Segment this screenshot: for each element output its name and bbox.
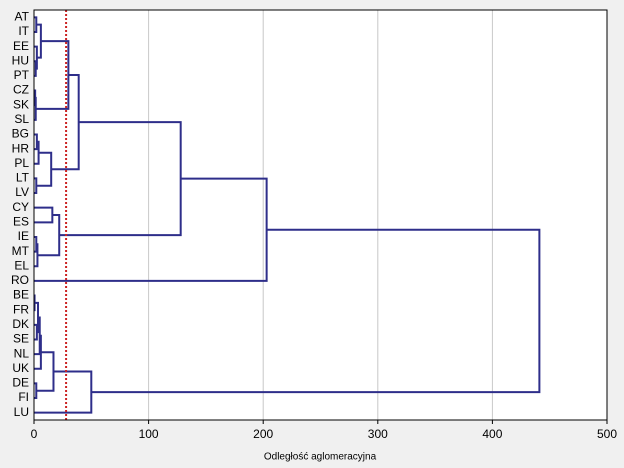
leaf-label: BE [13,288,29,302]
x-tick-label: 300 [368,427,388,441]
leaf-label: CZ [13,83,29,97]
leaf-label: HR [12,141,30,155]
leaf-label: LU [14,405,29,419]
leaf-label: IE [18,229,29,243]
leaf-label: FI [18,390,29,404]
x-tick-label: 400 [482,427,502,441]
leaf-label: NL [14,346,30,360]
leaf-label: SL [14,112,29,126]
dendrogram-link [91,228,541,394]
leaf-label: EE [13,39,29,53]
leaf-label: EL [14,258,29,272]
x-tick-label: 100 [139,427,159,441]
leaf-label: LT [16,171,30,185]
leaf-label: ES [13,214,29,228]
leaf-label: IT [18,24,29,38]
leaf-label: HU [12,53,29,67]
leaf-label: PT [14,68,30,82]
leaf-label: CY [12,200,29,214]
leaf-label: BG [12,127,29,141]
leaf-label: RO [11,273,29,287]
leaf-label: SE [13,332,29,346]
leaf-label: AT [15,9,30,23]
leaf-label: PL [14,156,29,170]
leaf-label: FR [13,302,29,316]
plot-area [34,10,607,420]
leaf-label: SK [13,97,29,111]
leaf-label: UK [12,361,29,375]
x-axis-title: Odległość aglomeracyjna [264,452,377,463]
leaf-label: MT [12,244,30,258]
x-tick-label: 200 [253,427,273,441]
x-tick-label: 500 [597,427,617,441]
leaf-label: DK [12,317,29,331]
leaf-label: LV [15,185,29,199]
x-tick-label: 0 [31,427,38,441]
leaf-label: DE [12,376,29,390]
plot-frame [33,9,608,421]
